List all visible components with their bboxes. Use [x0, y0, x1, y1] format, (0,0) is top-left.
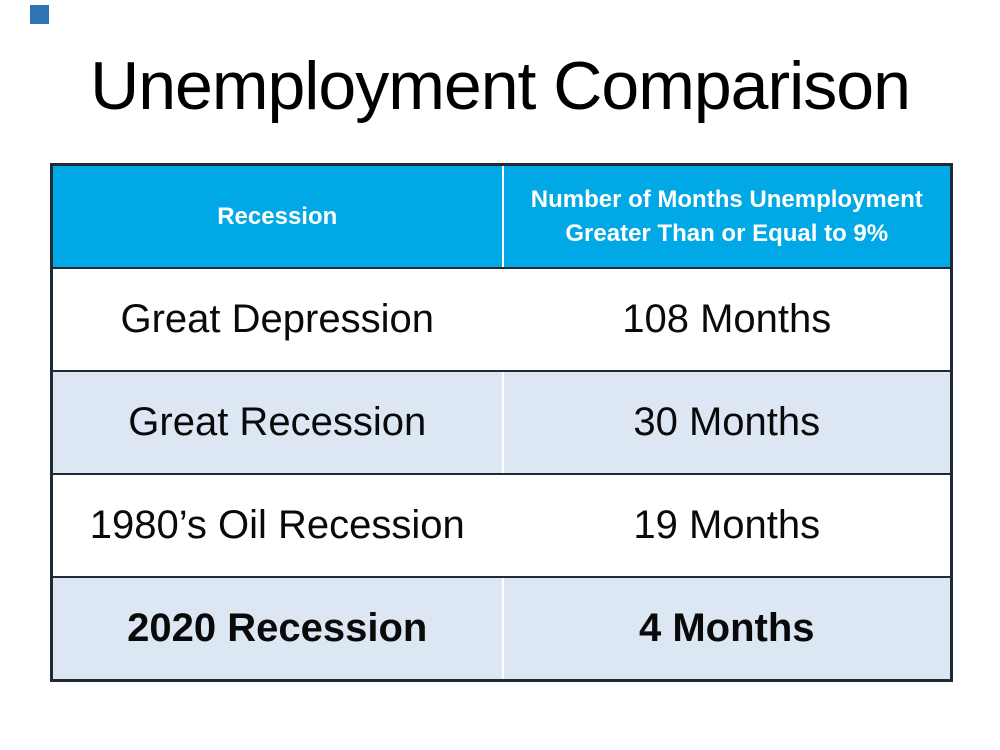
column-header-recession-label: Recession — [217, 202, 338, 230]
table-header-row: Recession Number of Months Unemployment … — [53, 166, 950, 267]
table-row: 1980’s Oil Recession 19 Months — [53, 473, 950, 576]
table-row: Great Recession 30 Months — [53, 370, 950, 473]
column-header-recession: Recession — [53, 166, 502, 267]
column-header-months-label: Number of Months Unemployment Greater Th… — [530, 185, 923, 247]
months-value-cell: 108 Months — [501, 269, 951, 370]
corner-accent-square — [30, 5, 49, 24]
recession-name-cell: Great Depression — [120, 297, 434, 341]
recession-name-cell: 1980’s Oil Recession — [89, 503, 465, 547]
table-row: 2020 Recession 4 Months — [53, 576, 950, 679]
recession-name-cell: 2020 Recession — [127, 606, 428, 650]
recession-name-cell: Great Recession — [128, 400, 427, 444]
months-value-cell: 30 Months — [501, 372, 951, 473]
months-value-cell: 4 Months — [501, 578, 951, 679]
column-header-months: Number of Months Unemployment Greater Th… — [501, 166, 951, 267]
months-value-cell: 19 Months — [501, 475, 951, 576]
table-row: Great Depression 108 Months — [53, 267, 950, 370]
page-title: Unemployment Comparison — [90, 48, 911, 124]
unemployment-comparison-table: Recession Number of Months Unemployment … — [50, 163, 953, 682]
